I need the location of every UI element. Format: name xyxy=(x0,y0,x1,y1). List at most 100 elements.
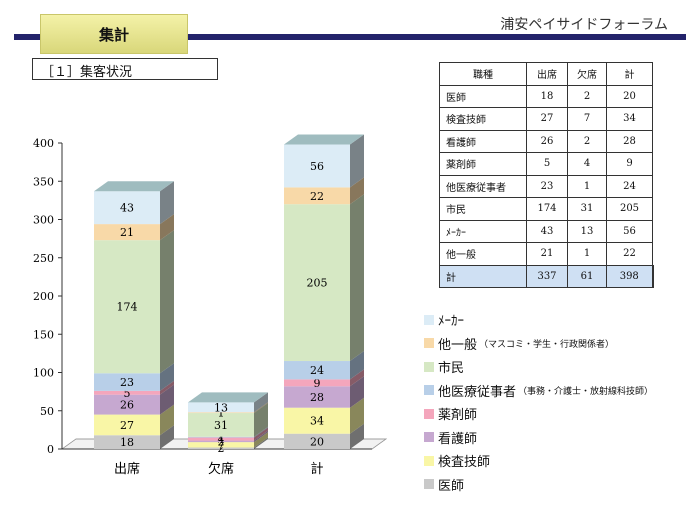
brand-name: 浦安ペイサイドフォーラム xyxy=(500,17,668,33)
y-tick-label: 150 xyxy=(33,328,54,341)
table-cell: 28 xyxy=(606,129,653,153)
bar-segment xyxy=(94,191,160,225)
table-cell: 市民 xyxy=(439,197,527,221)
data-label: 13 xyxy=(214,401,228,414)
bar-segment-side xyxy=(160,380,174,395)
y-tick-label: 350 xyxy=(33,175,54,188)
bar-segment xyxy=(284,433,350,449)
table-cell: 56 xyxy=(606,219,653,243)
y-tick-label: 50 xyxy=(40,405,54,418)
data-label: 21 xyxy=(120,226,134,239)
bar-segment-side xyxy=(160,230,174,374)
data-label: 27 xyxy=(120,419,134,432)
x-tick-label: 計 xyxy=(310,461,323,477)
bar-segment-side xyxy=(254,432,268,448)
bar-segment-side xyxy=(350,369,364,387)
y-tick-label: 100 xyxy=(33,367,54,380)
bar-segment xyxy=(188,412,254,414)
bar-top xyxy=(94,181,174,192)
legend-swatch xyxy=(424,314,434,325)
bar-segment xyxy=(188,440,254,443)
table-cell: 2 xyxy=(567,129,607,153)
column-header-absent: 欠席 xyxy=(567,62,607,86)
legend-swatch xyxy=(424,432,434,443)
column-header-job: 職種 xyxy=(439,62,527,86)
table-cell: 398 xyxy=(606,264,654,288)
bar-segment-side xyxy=(350,134,364,188)
legend-label: 看護師 xyxy=(438,431,478,447)
bar-segment-side xyxy=(254,402,268,414)
table-cell: 2 xyxy=(567,84,607,108)
table-cell: 26 xyxy=(526,129,568,153)
table-cell: 他医療従事者 xyxy=(439,174,527,198)
table-cell: 23 xyxy=(526,174,568,198)
table-cell: 7 xyxy=(567,107,607,131)
bar-segment xyxy=(284,144,350,188)
legend-item: ﾒｰｶｰ xyxy=(424,308,653,332)
bar-segment xyxy=(188,447,254,449)
table-cell: 薬剤師 xyxy=(439,152,527,176)
legend-item: 他一般 （マスコミ・学生・行政関係者） xyxy=(424,332,653,356)
bar-segment xyxy=(284,386,350,408)
y-tick-label: 250 xyxy=(33,252,54,265)
legend-sublabel: （事務・介護士・放射線科技師） xyxy=(518,386,654,397)
table-row: 薬剤師 5 4 9 xyxy=(439,152,653,176)
bar-segment xyxy=(188,413,254,437)
table-cell: 43 xyxy=(526,219,568,243)
legend-swatch xyxy=(424,479,434,490)
y-tick-label: 200 xyxy=(33,290,54,303)
legend-label: 他医療従事者 xyxy=(438,384,517,400)
bar-segment xyxy=(284,407,350,434)
table-cell: 1 xyxy=(567,242,607,266)
table-cell: 61 xyxy=(567,264,607,288)
table-cell: 医師 xyxy=(439,84,527,108)
bar-segment-side xyxy=(160,214,174,241)
table-cell: 看護師 xyxy=(439,129,527,153)
data-label: 1 xyxy=(218,407,225,420)
table-cell: 24 xyxy=(606,174,653,198)
bar-segment xyxy=(188,402,254,413)
bar-segment-side xyxy=(350,194,364,362)
table-cell: 9 xyxy=(606,152,653,176)
table-total-row: 計 337 61 398 xyxy=(439,264,654,288)
table-row: 市民 174 31 205 xyxy=(439,197,653,221)
bar-segment xyxy=(284,204,350,362)
bar-top xyxy=(188,392,268,403)
table-cell: 174 xyxy=(526,197,568,221)
table-cell: 検査技師 xyxy=(439,107,527,131)
data-label: 22 xyxy=(310,190,324,203)
data-label: 28 xyxy=(310,391,324,404)
data-label: 56 xyxy=(310,160,324,173)
legend-item: 看護師 xyxy=(424,426,653,450)
bar-segment-side xyxy=(254,403,268,437)
data-label: 20 xyxy=(310,435,324,448)
legend-swatch xyxy=(424,408,434,419)
bar-segment xyxy=(94,373,160,391)
table-row: 検査技師 27 7 34 xyxy=(439,107,653,131)
data-label: 31 xyxy=(214,419,228,432)
data-label: 174 xyxy=(117,301,138,314)
section-title: ［１］集客状況 xyxy=(32,58,218,80)
legend-label: 市民 xyxy=(438,361,465,377)
bar-segment xyxy=(94,240,160,374)
bar-segment xyxy=(94,394,160,415)
header-bar xyxy=(14,34,686,40)
bar-segment-side xyxy=(160,384,174,415)
data-label: 2 xyxy=(218,435,225,448)
table-cell: 5 xyxy=(526,152,568,176)
y-tick-label: 300 xyxy=(33,214,54,227)
table-header-row: 職種 出席 欠席 計 xyxy=(439,62,653,86)
bar-segment xyxy=(284,187,350,205)
column-header-total: 計 xyxy=(606,62,653,86)
stacked-bar-chart: 0501001502002503003504001827265231742143… xyxy=(33,134,388,477)
bar-segment xyxy=(284,361,350,380)
data-label: 4 xyxy=(218,433,225,446)
table-cell: 18 xyxy=(526,84,568,108)
table-cell: 205 xyxy=(606,197,653,221)
table-cell: 337 xyxy=(526,264,568,288)
data-label: 24 xyxy=(310,364,324,377)
table-cell: 4 xyxy=(567,152,607,176)
bar-segment-side xyxy=(254,437,268,449)
y-tick-label: 0 xyxy=(47,443,54,456)
summary-table: 職種 出席 欠席 計 医師 18 2 20 検査技師 27 7 34 看護師 26 2 28 薬剤師 5 4… xyxy=(439,62,654,288)
